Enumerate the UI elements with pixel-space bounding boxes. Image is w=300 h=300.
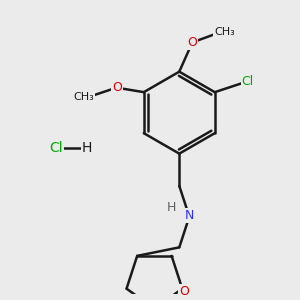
Text: O: O	[112, 81, 122, 94]
Text: Cl: Cl	[242, 75, 254, 88]
Text: O: O	[179, 285, 189, 298]
Text: CH₃: CH₃	[214, 26, 235, 37]
Text: H: H	[167, 201, 176, 214]
Text: CH₃: CH₃	[74, 92, 94, 102]
Text: O: O	[188, 36, 197, 49]
Text: H: H	[82, 141, 92, 155]
Text: Cl: Cl	[50, 141, 63, 155]
Text: N: N	[185, 209, 194, 222]
